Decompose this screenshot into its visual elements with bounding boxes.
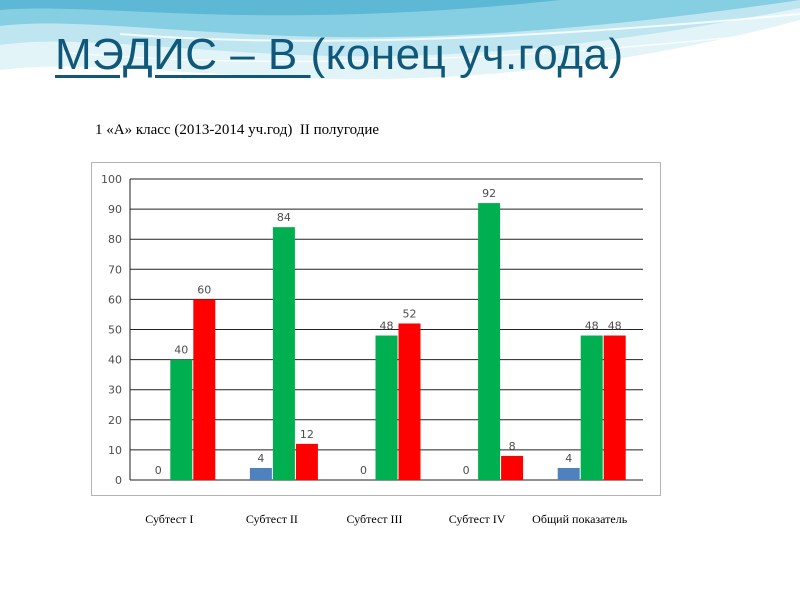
y-tick-label: 70 [108,263,122,276]
data-label: 12 [300,428,314,441]
data-label: 48 [380,320,394,333]
chart-title: 1 «А» класс (2013-2014 уч.год) II полуго… [95,122,380,138]
y-tick-label: 90 [108,203,122,216]
data-label: 92 [482,187,496,200]
bar [557,467,580,480]
y-tick-label: 20 [108,414,122,427]
bar [170,359,193,480]
slide-title: МЭДИС – В (конец уч.года) [55,30,624,80]
bar [398,323,421,480]
bar [272,227,295,480]
data-label: 0 [360,464,367,477]
data-label: 0 [463,464,470,477]
y-tick-label: 100 [101,173,122,186]
data-label: 48 [585,320,599,333]
x-category-label: Субтест III [346,512,402,526]
data-label: 40 [174,344,188,357]
data-label: 84 [277,211,291,224]
bar [295,443,318,480]
y-tick-label: 0 [115,474,122,487]
y-tick-label: 80 [108,233,122,246]
x-category-label: Субтест IV [449,512,506,526]
bar [478,203,501,480]
y-tick-label: 60 [108,293,122,306]
y-tick-label: 30 [108,384,122,397]
bar [580,335,603,480]
data-label: 4 [565,452,572,465]
y-tick-label: 50 [108,324,122,337]
x-category-label: Общий показатель [532,512,628,526]
bar [375,335,398,480]
header-wave-decoration [0,0,800,80]
bar [603,335,626,480]
slide-title-main: МЭДИС – В [55,30,311,79]
y-tick-label: 10 [108,444,122,457]
data-label: 8 [509,440,516,453]
data-label: 52 [403,307,417,320]
data-label: 4 [257,452,264,465]
x-category-label: Субтест I [145,512,193,526]
x-category-label: Субтест II [246,512,298,526]
bar [249,467,272,480]
y-tick-label: 40 [108,354,122,367]
data-label: 0 [155,464,162,477]
data-label: 60 [197,283,211,296]
data-label: 48 [608,320,622,333]
slide-title-suffix: (конец уч.года) [310,30,624,79]
bar [501,455,524,480]
bar [193,299,216,480]
